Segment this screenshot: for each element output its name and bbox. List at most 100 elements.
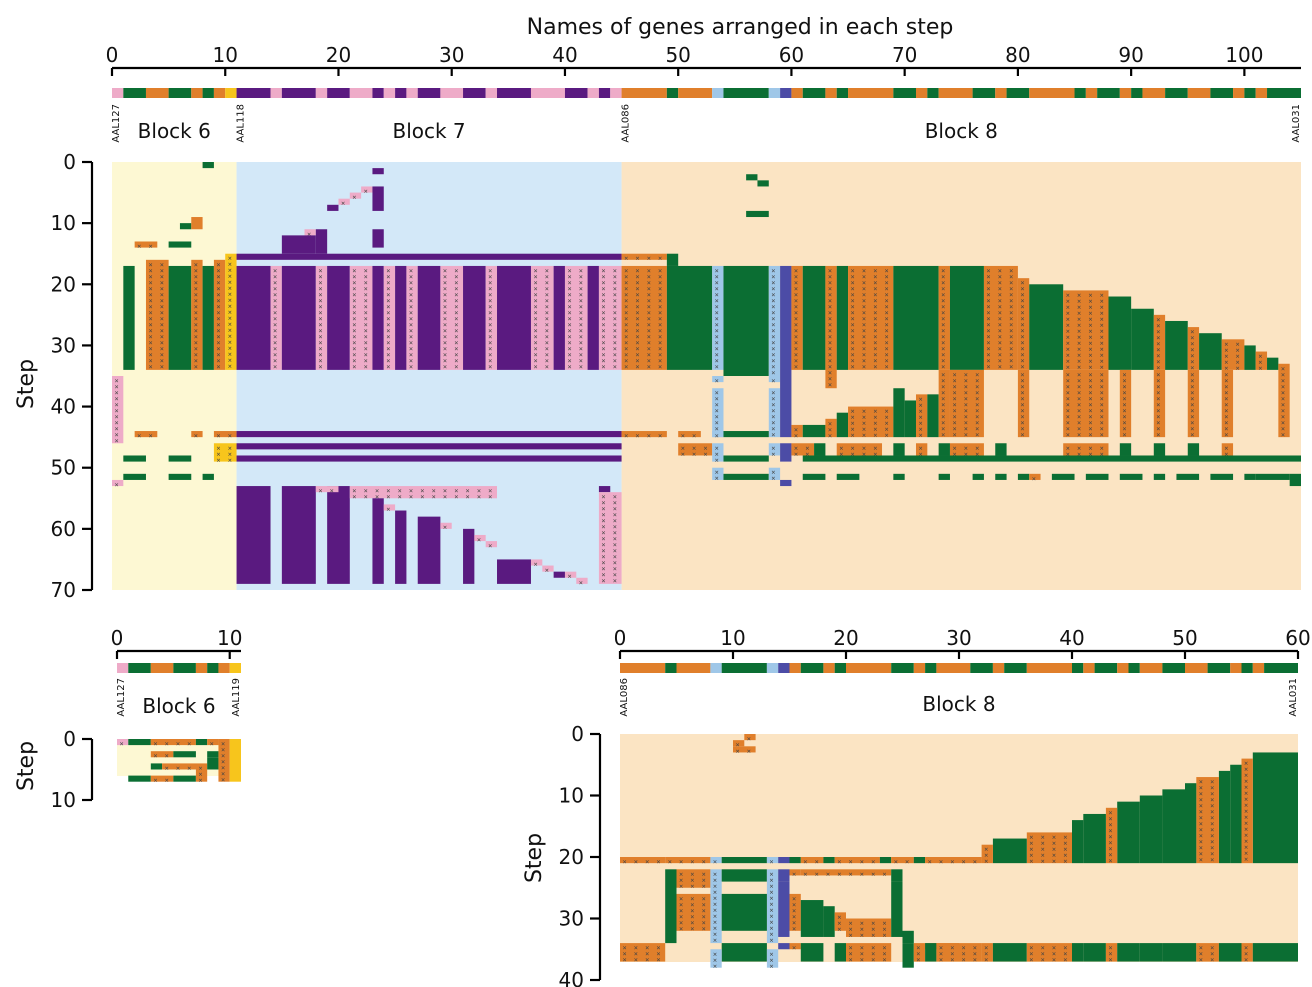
cell-mark: × <box>703 450 707 458</box>
cell-mark: × <box>873 321 877 329</box>
cell-mark: × <box>1100 345 1104 353</box>
cell-mark: × <box>998 363 1002 371</box>
cell-mark: × <box>1041 845 1045 853</box>
cell-mark: × <box>984 858 988 866</box>
cell-mark: × <box>1041 839 1045 847</box>
cell-mark: × <box>613 571 617 579</box>
cell-mark: × <box>613 345 617 353</box>
cell-mark: × <box>871 926 875 934</box>
cell-mark: × <box>647 285 651 293</box>
cell-mark: × <box>488 333 492 341</box>
heatmap-cell <box>349 192 362 199</box>
cell-mark: × <box>1190 413 1194 421</box>
gene-strip-segment <box>1083 663 1095 673</box>
heatmap-cell <box>1105 943 1118 962</box>
cell-mark: × <box>998 303 1002 311</box>
cell-mark: × <box>828 321 832 329</box>
cell-mark: × <box>849 944 853 952</box>
cell-mark: × <box>194 357 198 365</box>
cell-mark: × <box>918 401 922 409</box>
cell-mark: × <box>1077 444 1081 452</box>
cell-mark: × <box>1009 267 1013 275</box>
cell-mark: × <box>454 333 458 341</box>
cell-mark: × <box>545 297 549 305</box>
cell-mark: × <box>613 529 617 537</box>
cell-mark: × <box>1224 419 1228 427</box>
cell-mark: × <box>986 267 990 275</box>
cell-mark: × <box>690 882 694 890</box>
cell-mark: × <box>1020 383 1024 391</box>
cell-mark: × <box>613 559 617 567</box>
heatmap-cell <box>150 751 174 758</box>
cell-mark: × <box>1088 351 1092 359</box>
gene-strip-segment <box>780 88 792 98</box>
cell-mark: × <box>771 377 775 385</box>
cell-mark: × <box>715 267 719 275</box>
cell-mark: × <box>1108 956 1112 964</box>
cell-mark: × <box>986 309 990 317</box>
gene-strip-segment <box>229 663 241 673</box>
cell-mark: × <box>601 559 605 567</box>
cell-mark: × <box>148 303 152 311</box>
cell-mark: × <box>952 401 956 409</box>
cell-mark: × <box>679 882 683 890</box>
cell-mark: × <box>769 900 773 908</box>
cell-mark: × <box>318 297 322 305</box>
cell-mark: × <box>364 321 368 329</box>
cell-mark: × <box>1066 327 1070 335</box>
cell-mark: × <box>1108 944 1112 952</box>
cell-mark: × <box>364 267 368 275</box>
cell-mark: × <box>647 309 651 317</box>
heatmap-cell <box>168 265 192 370</box>
heatmap-cell <box>1230 764 1242 864</box>
cell-mark: × <box>601 345 605 353</box>
cell-mark: × <box>165 740 169 748</box>
cell-mark: × <box>1122 395 1126 403</box>
gene-strip-segment <box>1029 88 1075 98</box>
cell-mark: × <box>658 345 662 353</box>
cell-mark: × <box>975 444 979 452</box>
cell-mark: × <box>873 315 877 323</box>
cell-mark: × <box>386 327 390 335</box>
heatmap-cell <box>497 265 531 370</box>
gene-strip-segment <box>925 663 937 673</box>
cell-mark: × <box>216 345 220 353</box>
cell-mark: × <box>851 267 855 275</box>
cell-mark: × <box>1020 339 1024 347</box>
heatmap-cell <box>1029 473 1041 480</box>
cell-mark: × <box>153 740 157 748</box>
cell-mark: × <box>273 279 277 287</box>
cell-mark: × <box>873 432 877 440</box>
cell-mark: × <box>635 279 639 287</box>
cell-mark: × <box>194 267 198 275</box>
cell-mark: × <box>432 487 436 495</box>
cell-mark: × <box>986 339 990 347</box>
cell-mark: × <box>713 906 717 914</box>
cell-mark: × <box>690 907 694 915</box>
cell-mark: × <box>873 297 877 305</box>
cell-mark: × <box>1020 309 1024 317</box>
heatmap-cell <box>1029 284 1064 370</box>
heatmap-cell <box>949 443 984 456</box>
cell-mark: × <box>792 913 796 921</box>
gene-strip-segment <box>1097 88 1120 98</box>
cell-mark: × <box>477 493 481 501</box>
heatmap-cell <box>191 259 203 370</box>
cell-mark: × <box>148 315 152 323</box>
cell-mark: × <box>386 351 390 359</box>
cell-mark: × <box>579 351 583 359</box>
x-tick-label: 70 <box>892 43 917 67</box>
heatmap-cell <box>1165 320 1188 370</box>
cell-mark: × <box>1108 809 1112 817</box>
cell-mark: × <box>1199 808 1203 816</box>
cell-mark: × <box>623 950 627 958</box>
cell-mark: × <box>873 285 877 293</box>
cell-mark: × <box>1190 346 1194 354</box>
cell-mark: × <box>656 956 660 964</box>
cell-mark: × <box>216 327 220 335</box>
cell-mark: × <box>635 291 639 299</box>
cell-mark: × <box>1088 321 1092 329</box>
cell-mark: × <box>885 432 889 440</box>
cell-mark: × <box>952 383 956 391</box>
cell-mark: × <box>658 273 662 281</box>
